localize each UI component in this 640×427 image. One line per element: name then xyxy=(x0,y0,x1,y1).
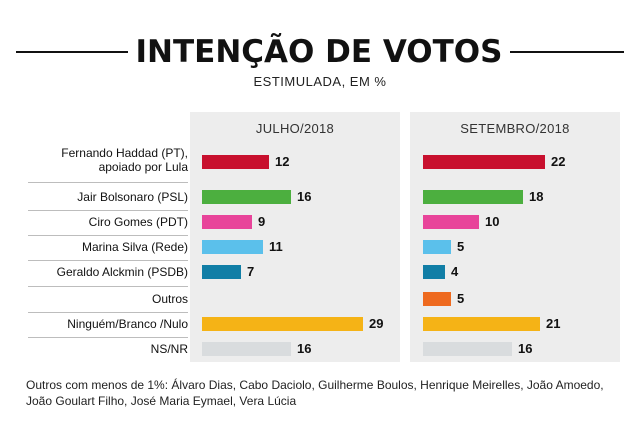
bar-bolsonaro-setembro xyxy=(423,190,523,204)
bar-marina-setembro xyxy=(423,240,451,254)
value-label-nenhum-setembro: 21 xyxy=(546,316,561,331)
value-label-nsnr-julho: 16 xyxy=(297,341,312,356)
category-label-ciro: Ciro Gomes (PDT) xyxy=(88,215,188,229)
value-label-alckmin-julho: 7 xyxy=(247,264,255,279)
bar-haddad-setembro xyxy=(423,155,545,169)
bar-haddad-julho xyxy=(202,155,269,169)
category-label-haddad: Fernando Haddad (PT), apoiado por Lula xyxy=(61,146,188,174)
value-label-bolsonaro-setembro: 18 xyxy=(529,189,544,204)
bar-marina-julho xyxy=(202,240,263,254)
panel-header-setembro: SETEMBRO/2018 xyxy=(460,121,570,136)
row-separator xyxy=(28,286,188,287)
category-label-nsnr: NS/NR xyxy=(150,342,188,356)
bar-nsnr-setembro xyxy=(423,342,512,356)
row-separator xyxy=(28,210,188,211)
category-label-nenhum: Ninguém/Branco /Nulo xyxy=(67,317,188,331)
value-label-haddad-setembro: 22 xyxy=(551,154,566,169)
bar-bolsonaro-julho xyxy=(202,190,291,204)
value-label-marina-setembro: 5 xyxy=(457,239,465,254)
value-label-nsnr-setembro: 16 xyxy=(518,341,533,356)
value-label-nenhum-julho: 29 xyxy=(369,316,384,331)
value-label-ciro-setembro: 10 xyxy=(485,214,500,229)
value-label-haddad-julho: 12 xyxy=(275,154,290,169)
chart-subtitle: ESTIMULADA, EM % xyxy=(253,74,387,89)
value-label-outros-setembro: 5 xyxy=(457,291,465,306)
title-block: INTENÇÃO DE VOTOS xyxy=(0,30,640,76)
row-separator xyxy=(28,182,188,183)
header: INTENÇÃO DE VOTOS ESTIMULADA, EM % xyxy=(0,0,640,100)
value-label-marina-julho: 11 xyxy=(269,239,283,254)
value-label-alckmin-setembro: 4 xyxy=(451,264,459,279)
row-separator xyxy=(28,337,188,338)
bar-alckmin-julho xyxy=(202,265,241,279)
value-label-bolsonaro-julho: 16 xyxy=(297,189,312,204)
panel-header-julho: JULHO/2018 xyxy=(255,121,335,136)
title-rule-left xyxy=(16,51,128,53)
footnote: Outros com menos de 1%: Álvaro Dias, Cab… xyxy=(26,378,604,408)
bar-alckmin-setembro xyxy=(423,265,445,279)
bar-outros-setembro xyxy=(423,292,451,306)
bar-ciro-julho xyxy=(202,215,252,229)
row-separator xyxy=(28,235,188,236)
bar-nenhum-julho xyxy=(202,317,363,331)
category-label-bolsonaro: Jair Bolsonaro (PSL) xyxy=(77,190,188,204)
title-rule-right xyxy=(510,51,624,53)
category-label-marina: Marina Silva (Rede) xyxy=(81,240,188,254)
category-label-outros: Outros xyxy=(151,292,188,306)
row-separator xyxy=(28,312,188,313)
bar-ciro-setembro xyxy=(423,215,479,229)
category-label-alckmin: Geraldo Alckmin (PSDB) xyxy=(56,265,188,279)
bar-nsnr-julho xyxy=(202,342,291,356)
chart-title: INTENÇÃO DE VOTOS xyxy=(135,34,503,70)
value-label-ciro-julho: 9 xyxy=(258,214,266,229)
row-separator xyxy=(28,260,188,261)
bar-nenhum-setembro xyxy=(423,317,540,331)
